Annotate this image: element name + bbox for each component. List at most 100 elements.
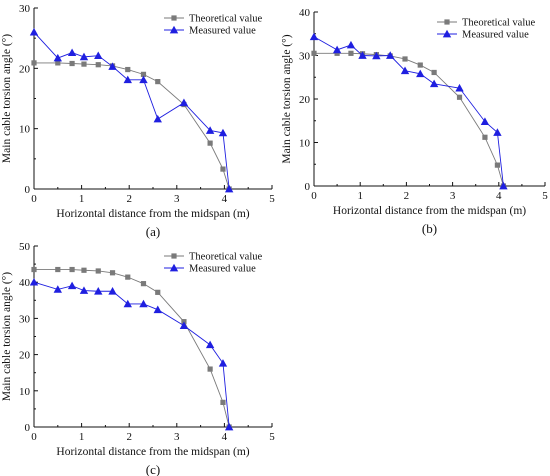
x-tick-label: 2: [126, 431, 132, 443]
measured-point: [358, 51, 367, 59]
y-tick-label: 10: [299, 138, 311, 150]
y-tick-label: 40: [299, 7, 311, 19]
theoretical-point: [220, 166, 226, 172]
y-tick-label: 0: [25, 422, 31, 434]
measured-point: [224, 422, 234, 431]
y-tick-label: 20: [19, 350, 31, 362]
axes-frame: 0 1 2 3 4 5 0 10 20 30 40: [299, 7, 548, 202]
y-tick-label: 30: [299, 51, 311, 63]
series-layer: [29, 266, 234, 431]
theoretical-point: [456, 94, 463, 100]
theoretical-point: [220, 399, 226, 405]
measured-point: [224, 184, 234, 193]
x-tick-label: 5: [269, 431, 275, 443]
measured-point: [53, 53, 62, 62]
measured-point: [123, 299, 132, 308]
theoretical-series-line: [34, 62, 230, 190]
theoretical-point: [494, 162, 501, 168]
measured-point: [79, 286, 89, 294]
legend-marker: [171, 15, 177, 21]
y-tick-label: 0: [305, 181, 311, 193]
measured-point: [400, 66, 410, 75]
measured-point: [53, 285, 62, 293]
y-tick-label: 10: [19, 386, 31, 398]
legend-marker: [442, 29, 452, 38]
theoretical-point: [482, 134, 488, 140]
theoretical-point: [207, 140, 213, 146]
measured-point: [29, 278, 39, 286]
theoretical-point: [140, 281, 147, 287]
measured-point: [153, 305, 162, 314]
legend-label: Measured value: [189, 264, 256, 275]
theoretical-point: [109, 270, 116, 276]
theoretical-point: [95, 268, 101, 274]
measured-point: [332, 45, 342, 54]
legend-label: Theoretical value: [189, 14, 263, 25]
legend-label: Theoretical value: [189, 252, 263, 263]
x-axis-label: Horizontal distance from the midspan (m): [56, 208, 249, 220]
measured-point: [123, 75, 132, 84]
y-axis-label: Main cable torsion angle (°): [1, 34, 13, 163]
theoretical-point: [140, 71, 147, 77]
theoretical-point: [95, 62, 101, 68]
theoretical-point: [155, 289, 161, 295]
y-tick-label: 20: [299, 94, 311, 106]
x-tick-label: 4: [222, 193, 228, 205]
x-axis-label: Horizontal distance from the midspan (m): [56, 446, 249, 458]
measured-point: [67, 281, 77, 290]
measured-point: [205, 340, 215, 349]
measured-point: [455, 83, 464, 92]
series-layer: [29, 27, 234, 193]
y-tick-label: 50: [19, 241, 31, 253]
x-tick-label: 0: [31, 193, 37, 205]
theoretical-point: [207, 366, 213, 372]
x-tick-label: 5: [542, 190, 548, 202]
theoretical-point: [125, 66, 131, 73]
legend-label: Measured value: [462, 30, 529, 41]
y-tick-label: 20: [19, 63, 31, 75]
x-tick-label: 5: [269, 193, 275, 205]
measured-point: [346, 40, 356, 49]
theoretical-point: [31, 266, 37, 273]
measured-series-line: [33, 281, 230, 428]
legend-marker: [169, 263, 179, 272]
y-tick-label: 10: [19, 124, 31, 136]
measured-point: [499, 181, 508, 190]
y-tick-label: 30: [19, 313, 31, 325]
legend-label: Theoretical value: [462, 18, 536, 29]
measured-point: [493, 128, 502, 136]
x-tick-label: 3: [174, 431, 180, 443]
x-tick-label: 1: [79, 193, 85, 205]
x-tick-label: 1: [79, 431, 85, 443]
x-tick-label: 0: [311, 190, 317, 202]
measured-point: [139, 299, 148, 308]
measured-series-line: [33, 31, 230, 190]
x-tick-label: 2: [126, 193, 132, 205]
measured-point: [79, 52, 89, 61]
series-layer: [309, 32, 508, 190]
theoretical-point: [431, 69, 437, 76]
measured-series-line: [313, 36, 504, 187]
measured-point: [309, 32, 319, 41]
theoretical-point: [334, 50, 340, 56]
measured-point: [218, 359, 228, 367]
measured-point: [429, 79, 439, 88]
axes-frame: 0 1 2 3 4 5 0 10 20 30: [19, 3, 275, 205]
measured-point: [372, 51, 381, 60]
legend-marker: [169, 25, 179, 34]
measured-point: [416, 69, 425, 78]
theoretical-point: [125, 274, 131, 280]
theoretical-point: [55, 60, 61, 66]
measured-point: [218, 128, 228, 137]
measured-point: [205, 126, 215, 134]
x-tick-label: 1: [357, 190, 363, 202]
legend-marker: [444, 19, 450, 25]
y-axis-label: Main cable torsion angle (°): [1, 272, 13, 401]
measured-point: [179, 98, 189, 107]
measured-point: [108, 287, 117, 295]
